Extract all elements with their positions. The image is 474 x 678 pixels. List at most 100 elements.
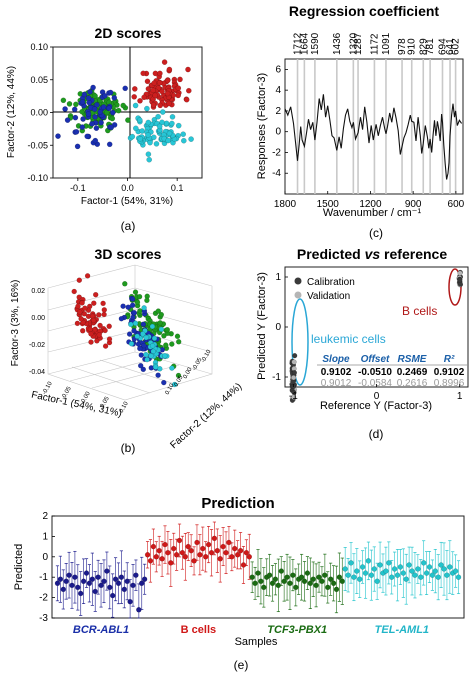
score-point [183, 96, 190, 103]
score-point [150, 87, 156, 94]
y-tick-label: 0.05 [174, 374, 185, 388]
score-point-3d [96, 312, 102, 318]
score-point [73, 101, 79, 108]
prediction-point [342, 566, 348, 572]
prediction-point [86, 580, 93, 586]
prediction-point [200, 545, 206, 552]
x-tick-label: 0.1 [171, 183, 184, 193]
score-point-3d [125, 304, 131, 310]
prediction-point [95, 574, 101, 580]
prediction-point [319, 578, 325, 584]
prediction-point [72, 574, 78, 580]
score-point-3d [74, 320, 81, 327]
prediction-point [266, 572, 273, 578]
panel-b-title: 3D scores [95, 246, 162, 262]
prediction-point [365, 558, 372, 564]
score-point [185, 66, 191, 73]
prediction-point [229, 554, 235, 560]
score-point [147, 139, 153, 146]
predicted-point [291, 394, 297, 400]
score-point [79, 108, 85, 115]
prediction-point [298, 574, 305, 580]
score-point-3d [129, 302, 136, 308]
score-point-3d [152, 364, 159, 370]
leukemic-cluster-outline [291, 298, 309, 386]
prediction-point [83, 570, 90, 576]
prediction-point [124, 578, 130, 584]
prediction-point [107, 584, 113, 591]
panel-e-frame [51, 515, 465, 619]
score-point [109, 115, 116, 122]
prediction-point [63, 578, 69, 584]
panel-b: 3D scores 0.020.00-0.02-0.04 -0.10 -0.05 0… [10, 246, 244, 455]
prediction-point [156, 548, 162, 554]
score-point [85, 95, 92, 101]
score-point-3d [75, 303, 81, 309]
score-point [175, 92, 181, 99]
score-point-3d [174, 333, 181, 339]
prediction-point [147, 558, 154, 564]
y-tick-label: -1 [39, 572, 48, 583]
prediction-point [258, 578, 264, 584]
band-label: 910 [407, 38, 418, 55]
prediction-point [438, 562, 444, 568]
score-point-3d [155, 308, 162, 314]
score-point-3d [162, 353, 168, 359]
score-point [139, 128, 145, 134]
y-tick-label: 0.00 [183, 366, 194, 380]
prediction-point [351, 574, 357, 580]
prediction-point [211, 535, 218, 542]
prediction-point [432, 568, 438, 574]
score-point [156, 80, 163, 86]
score-point [74, 143, 81, 150]
x-tick-label: 0.00 [81, 390, 92, 404]
y-tick-label: 0.05 [30, 75, 48, 85]
score-point [98, 119, 104, 126]
score-point [71, 106, 78, 113]
score-point [164, 77, 171, 84]
score-point-3d [71, 288, 77, 295]
prediction-point [60, 586, 66, 593]
score-point [79, 124, 86, 130]
prediction-point [328, 576, 334, 582]
prediction-point [92, 588, 98, 595]
panel-b-xlabel: Factor-1 (54%, 31%) [30, 390, 123, 420]
prediction-point [391, 566, 398, 572]
panel-c-x-ticks: 1800 1500 1200 900 600 [274, 191, 465, 210]
score-point [131, 86, 138, 92]
prediction-point [421, 560, 427, 566]
score-point [97, 109, 103, 115]
prediction-point [409, 568, 415, 574]
prediction-point [115, 580, 122, 586]
prediction-point [330, 580, 337, 586]
panel-a-title: 2D scores [95, 25, 162, 41]
panel-c-title: Regression coefficient [289, 3, 439, 19]
score-point [169, 114, 176, 120]
prediction-point [287, 580, 293, 586]
prediction-point [275, 582, 281, 589]
band-label: 694 [437, 38, 448, 55]
panel-e-title: Prediction [201, 495, 274, 512]
score-point-3d [151, 335, 158, 342]
panel-c-coefficient-line [284, 94, 463, 180]
score-point-3d [169, 341, 175, 347]
score-point [156, 123, 163, 130]
panel-c-xlabel: Wavenumber / cm⁻¹ [323, 207, 422, 219]
prediction-point [127, 599, 133, 605]
prediction-point [272, 576, 279, 582]
score-point-3d [131, 328, 137, 334]
legend-marker-calibration [294, 277, 302, 285]
score-point-3d [149, 323, 156, 330]
x-tick-label: 1200 [359, 199, 382, 210]
panel-d-legend: Calibration Validation [294, 277, 355, 302]
score-point [141, 94, 147, 101]
score-point [145, 151, 152, 157]
y-tick-label: 0.10 [165, 382, 176, 396]
prediction-point [397, 564, 404, 570]
panel-e: Prediction 2 1 0 -1 -2 -3 BCR-ABL1 B cells TCF3… [13, 495, 465, 672]
score-point [125, 117, 131, 123]
y-tick-label: 0 [275, 127, 281, 138]
z-tick-label: -0.02 [29, 342, 45, 349]
